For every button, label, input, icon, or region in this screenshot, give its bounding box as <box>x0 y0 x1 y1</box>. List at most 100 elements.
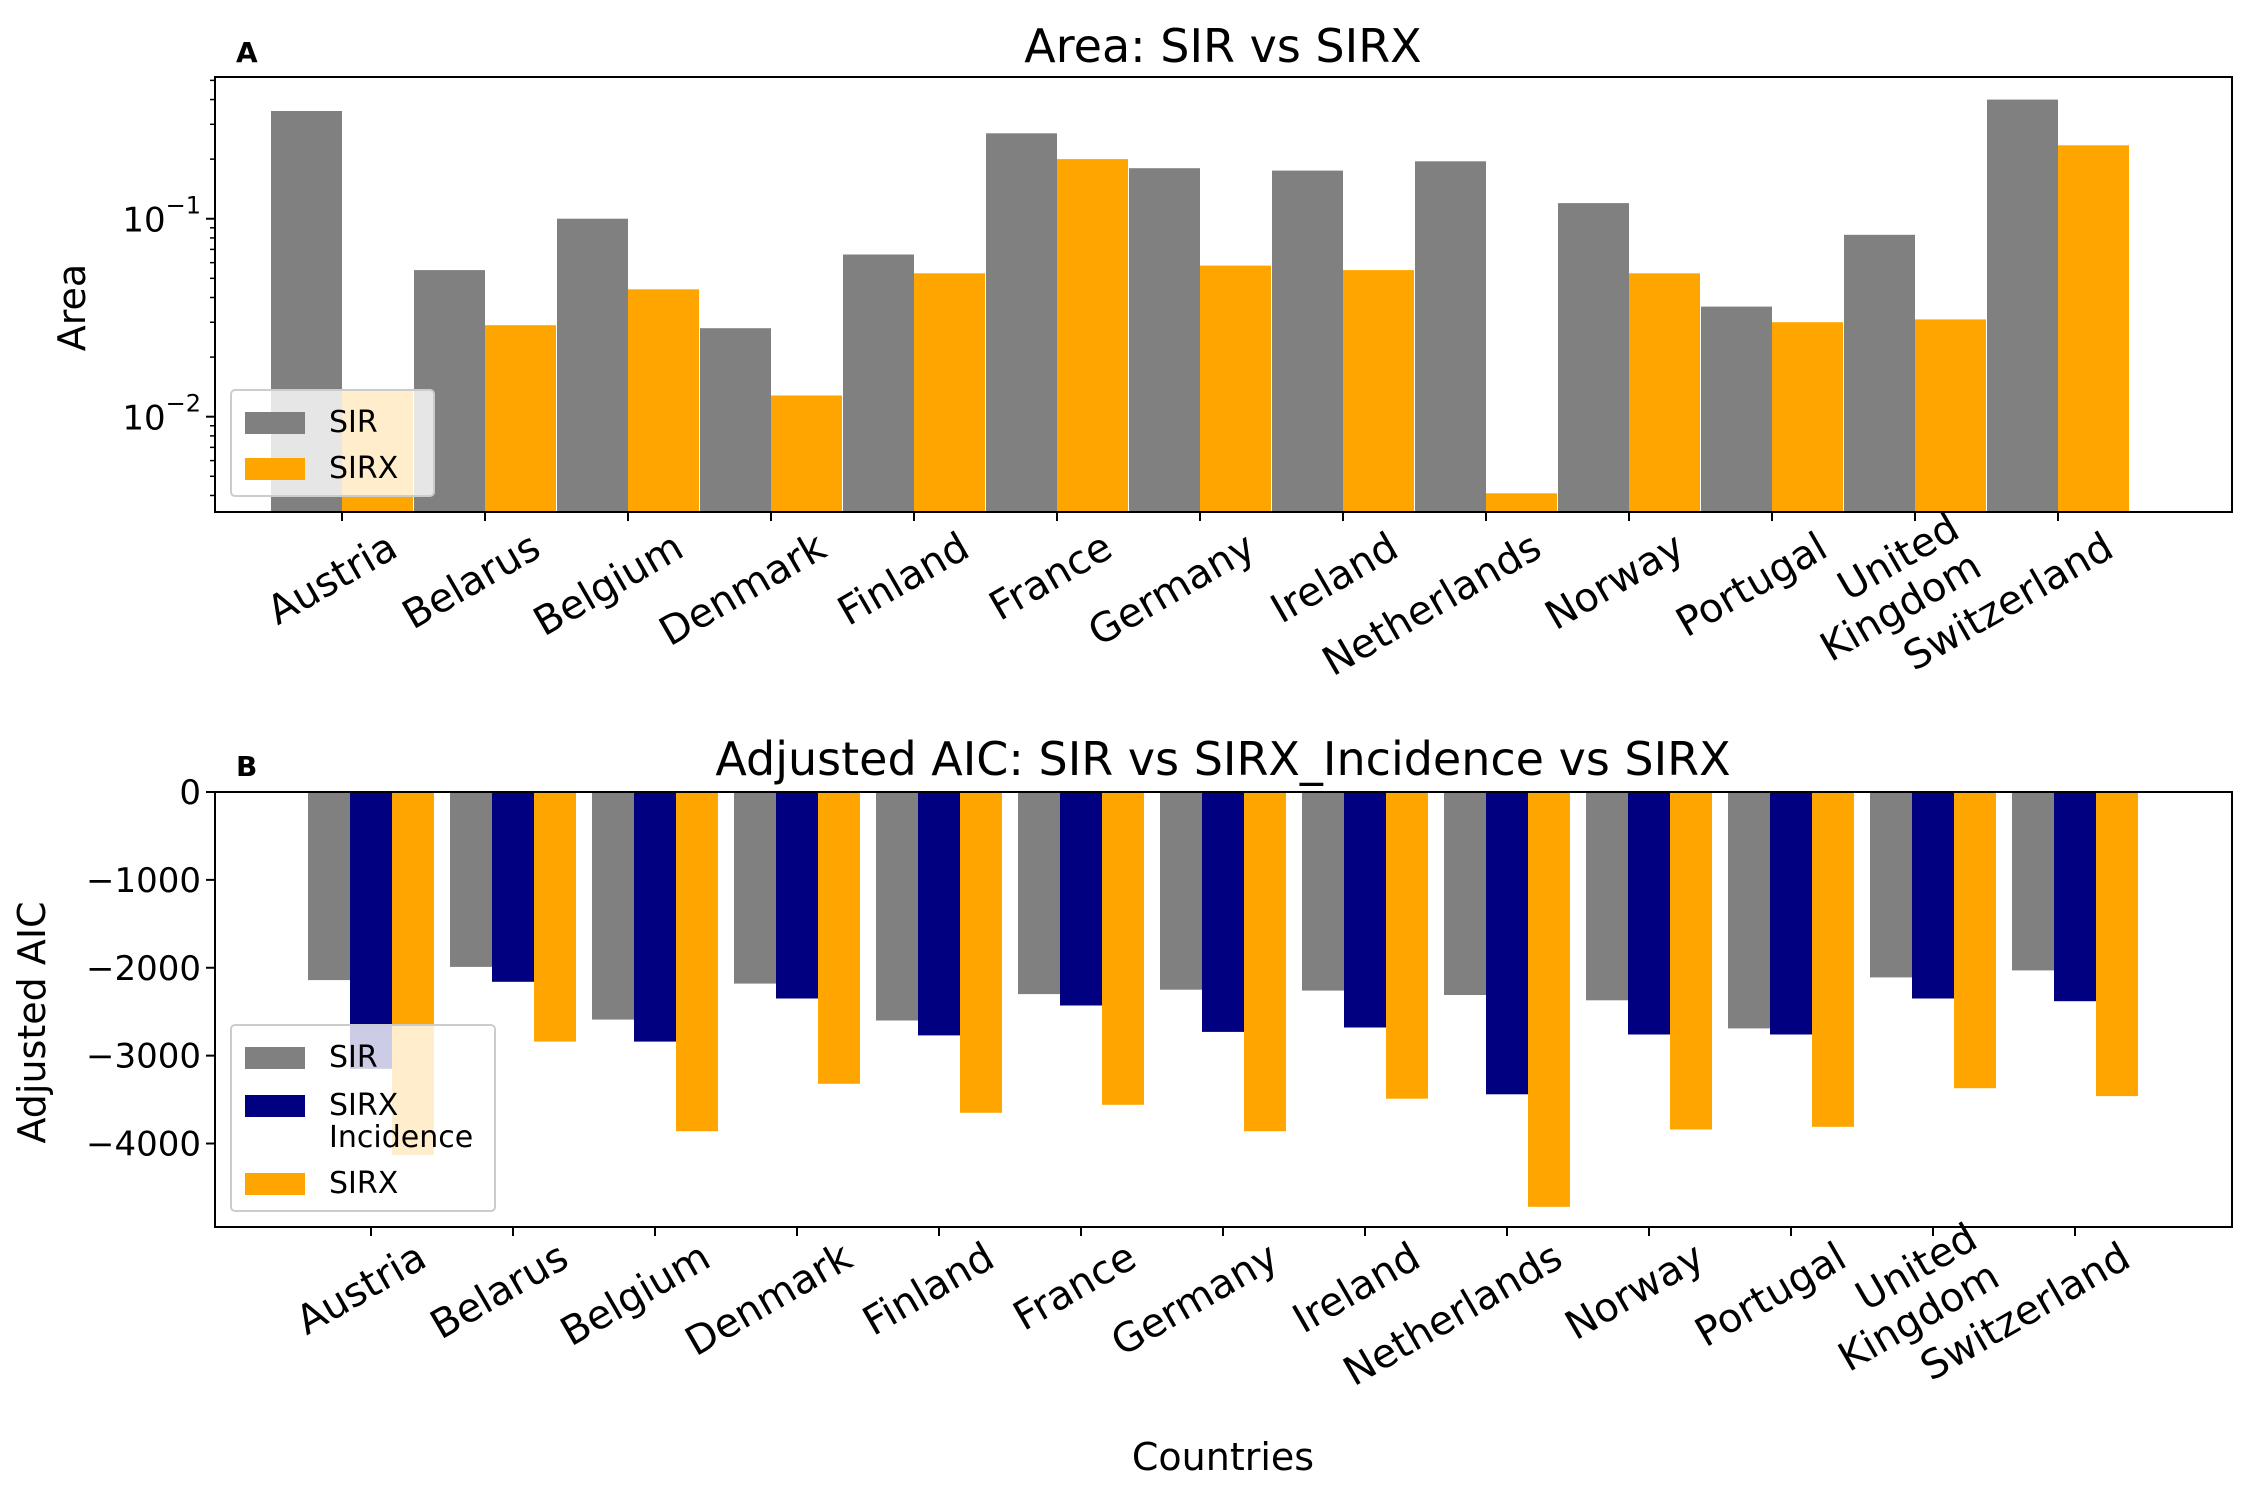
chart-title: Area: SIR vs SIRX <box>1024 19 1421 73</box>
x-axis-label: Countries <box>1132 1435 1314 1479</box>
y-tick-label: −2000 <box>86 949 201 989</box>
y-axis-label: Adjusted AIC <box>10 901 54 1143</box>
bar-sirx-finland <box>914 273 985 512</box>
series-sir <box>308 792 2054 1029</box>
bar-sir-netherlands <box>1444 792 1486 995</box>
category-label-norway: Norway <box>1538 524 1692 640</box>
bar-sir-denmark <box>700 328 771 512</box>
y-tick-label: −1000 <box>86 861 201 901</box>
bar-sirx-incidence-belgium <box>634 792 676 1042</box>
legend-swatch-sir <box>245 412 305 434</box>
legend-box <box>230 1024 496 1212</box>
bar-sirx-incidence-austria <box>350 792 392 1069</box>
category-label-belarus: Belarus <box>423 1234 576 1349</box>
bar-sirx-incidence-netherlands <box>1486 792 1528 1095</box>
category-label-austria: Austria <box>260 524 405 634</box>
bar-sir-austria <box>308 792 350 981</box>
legend-swatch-sirx <box>245 458 305 480</box>
y-tick-label: 0 <box>179 773 201 813</box>
bar-sir-ireland <box>1272 170 1343 512</box>
y-tick-label: 10−2 <box>122 390 201 439</box>
bar-sir-portugal <box>1701 306 1772 512</box>
bar-sirx-norway <box>1670 792 1712 1130</box>
bar-sirx-ireland <box>1386 792 1428 1099</box>
bar-sirx-ireland <box>1343 270 1414 512</box>
bar-sir-switzerland <box>2012 792 2054 971</box>
bar-sirx-belarus <box>485 325 556 512</box>
bar-sirx-incidence-switzerland <box>2054 792 2096 1002</box>
bar-sirx-netherlands <box>1486 493 1557 512</box>
bar-sirx-netherlands <box>1528 792 1570 1207</box>
chart-title: Adjusted AIC: SIR vs SIRX_Incidence vs S… <box>715 732 1730 786</box>
legend-swatch-sirx-incidence <box>245 1095 305 1117</box>
legend-swatch-sirx <box>245 1173 305 1195</box>
bar-sir-norway <box>1586 792 1628 1001</box>
category-label-finland: Finland <box>855 1234 1002 1345</box>
bar-sirx-france <box>1057 159 1128 512</box>
bar-sirx-portugal <box>1772 322 1843 512</box>
bar-sirx-switzerland <box>2058 145 2129 513</box>
category-label-portugal: Portugal <box>1669 524 1835 647</box>
chart-panel-a: 10−2 10−1 AustriaBelarusBelgiumDenmarkFinl… <box>50 19 2233 686</box>
category-label-norway: Norway <box>1558 1234 1712 1350</box>
legend: SIR SIRX <box>230 389 435 497</box>
y-tick-label: −4000 <box>86 1125 201 1165</box>
y-tick-label: −3000 <box>86 1037 201 1077</box>
bar-sir-belgium <box>557 218 628 512</box>
bar-sirx-denmark <box>818 792 860 1084</box>
legend-label-sirx-incidence: SIRX Incidence <box>329 1088 473 1155</box>
bar-sir-france <box>1018 792 1060 995</box>
bar-sir-belarus <box>450 792 492 967</box>
bar-sirx-incidence-germany <box>1202 792 1244 1032</box>
bar-sir-denmark <box>734 792 776 984</box>
bar-sirx-portugal <box>1812 792 1854 1127</box>
category-label-austria: Austria <box>289 1234 434 1344</box>
bars <box>271 99 2129 513</box>
bar-sirx-united-kingdom <box>1915 319 1986 512</box>
y-axis: 10−2 10−1 <box>122 79 215 497</box>
panel-label: A <box>236 36 258 69</box>
bar-sir-united-kingdom <box>1844 234 1915 513</box>
chart-panel-b: 0 −1000 −2000 −3000 −4000 AustriaBelarusBelgi… <box>10 732 2233 1479</box>
bar-sir-france <box>986 133 1057 513</box>
category-label-portugal: Portugal <box>1688 1234 1854 1357</box>
bar-sirx-incidence-finland <box>918 792 960 1036</box>
legend-label-sir: SIR <box>329 1040 378 1075</box>
bar-sirx-incidence-ireland <box>1344 792 1386 1028</box>
bars <box>308 792 2138 1207</box>
legend-label-sirx: SIRX <box>329 1166 398 1201</box>
bar-sirx-switzerland <box>2096 792 2138 1097</box>
legend-label-sir: SIR <box>329 405 378 440</box>
bar-sirx-incidence-france <box>1060 792 1102 1006</box>
bar-sir-finland <box>843 254 914 512</box>
category-label-finland: Finland <box>830 524 977 635</box>
legend-swatch-sir <box>245 1047 305 1069</box>
bar-sirx-germany <box>1244 792 1286 1132</box>
series-sir <box>271 99 2058 513</box>
bar-sirx-incidence-belarus <box>492 792 534 982</box>
bar-sir-norway <box>1558 203 1629 512</box>
legend: SIR SIRX Incidence SIRX <box>230 1024 496 1212</box>
bar-sirx-belgium <box>628 289 699 512</box>
legend-label-sirx: SIRX <box>329 451 398 486</box>
y-tick-label: 10−1 <box>122 192 201 241</box>
bar-sirx-denmark <box>771 395 842 512</box>
bar-sirx-incidence-denmark <box>776 792 818 999</box>
bar-sir-switzerland <box>1987 99 2058 512</box>
bar-sirx-germany <box>1200 265 1271 512</box>
bar-sir-germany <box>1129 168 1200 512</box>
bar-sir-germany <box>1160 792 1202 990</box>
category-label-belarus: Belarus <box>395 524 548 639</box>
bar-sir-ireland <box>1302 792 1344 991</box>
bar-sirx-norway <box>1629 273 1700 512</box>
bar-sirx-incidence-norway <box>1628 792 1670 1035</box>
bar-sirx-france <box>1102 792 1144 1105</box>
plot-frame <box>214 76 2233 513</box>
series-sirx-incidence <box>350 792 2096 1095</box>
category-label-denmark: Denmark <box>652 523 835 655</box>
y-axis-label: Area <box>50 264 94 351</box>
bar-sir-portugal <box>1728 792 1770 1029</box>
bar-sir-netherlands <box>1415 161 1486 513</box>
bar-sirx-belgium <box>676 792 718 1132</box>
